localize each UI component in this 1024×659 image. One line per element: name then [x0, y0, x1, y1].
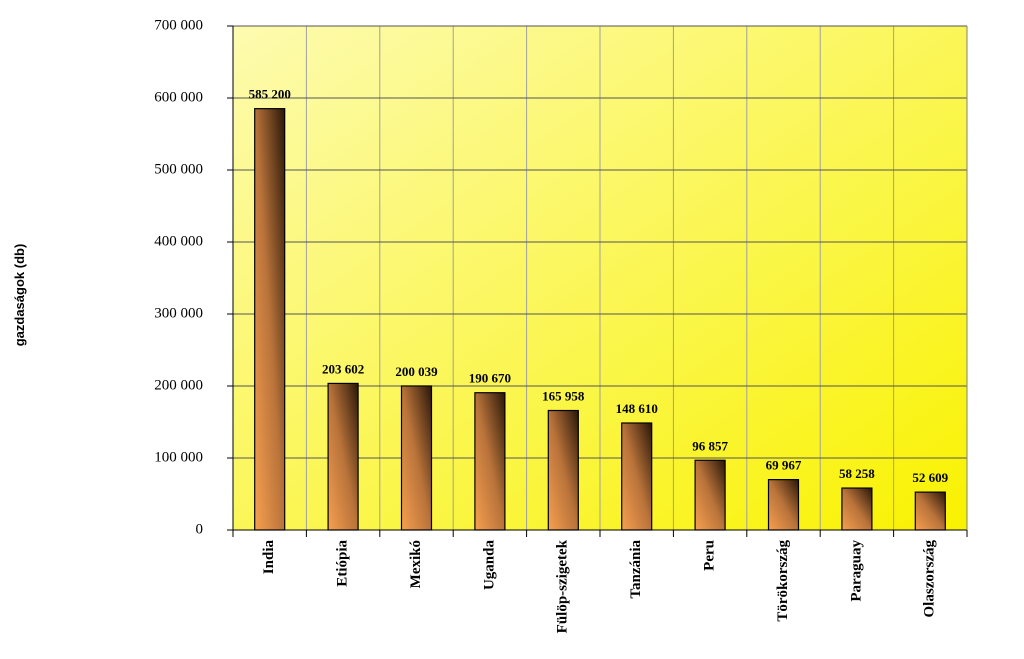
y-tick-label: 400 000: [154, 233, 203, 249]
bar: [327, 382, 359, 531]
value-label: 96 857: [692, 438, 728, 453]
bar: [767, 479, 800, 531]
value-label: 52 609: [912, 470, 948, 485]
x-tick-label: Fülöp-szigetek: [555, 539, 571, 633]
bar: [694, 459, 726, 531]
y-tick-label: 700 000: [154, 17, 203, 33]
value-label: 69 967: [766, 458, 802, 473]
x-tick-label: Paraguay: [848, 540, 864, 602]
x-tick-label: Mexikó: [408, 540, 424, 588]
y-tick-label: 200 000: [154, 377, 203, 393]
y-tick-label: 500 000: [154, 161, 203, 177]
value-label: 190 670: [469, 371, 511, 386]
bar: [400, 385, 433, 531]
value-label: 58 258: [839, 466, 875, 481]
x-tick-label: Tanzánia: [628, 540, 644, 599]
value-label: 148 610: [616, 401, 658, 416]
bar: [254, 108, 286, 531]
x-tick-label: Uganda: [481, 540, 497, 591]
value-label: 203 602: [322, 361, 364, 376]
value-label: 165 958: [542, 389, 585, 404]
bar: [474, 392, 506, 531]
x-tick-label: Olaszország: [922, 540, 938, 618]
value-label: 585 200: [249, 87, 291, 102]
x-tick-label: Peru: [702, 540, 718, 571]
y-tick-label: 600 000: [154, 89, 203, 105]
x-tick-label: Etiópia: [335, 540, 351, 587]
y-tick-label: 100 000: [154, 449, 203, 465]
value-label: 200 039: [395, 364, 438, 379]
bar: [914, 491, 946, 531]
bar: [621, 422, 653, 531]
y-tick-label: 0: [196, 521, 204, 537]
y-tick-label: 300 000: [154, 305, 203, 321]
bar: [841, 487, 873, 531]
y-axis-label: gazdaságok (db): [12, 244, 27, 347]
bar: [547, 409, 579, 531]
x-tick-label: Törökország: [775, 540, 791, 622]
x-tick-label: India: [261, 540, 277, 575]
